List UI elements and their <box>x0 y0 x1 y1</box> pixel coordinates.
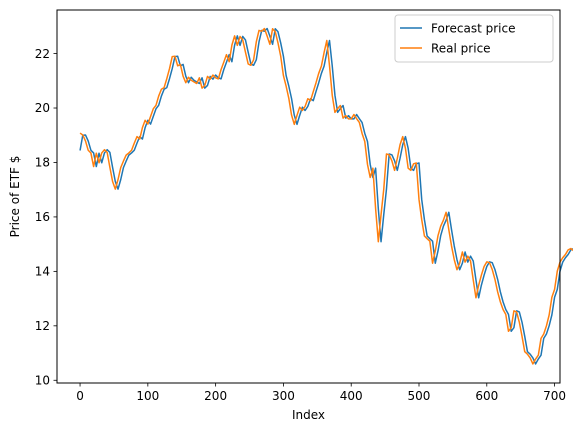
legend-box <box>394 14 554 63</box>
x-tick-label: 100 <box>136 389 159 403</box>
x-axis: 0 100 200 300 400 500 600 700 <box>76 383 566 403</box>
x-tick-label: 300 <box>272 389 295 403</box>
x-tick-label: 200 <box>204 389 227 403</box>
y-tick-label: 12 <box>35 319 50 333</box>
x-axis-title: Index <box>292 408 325 422</box>
legend: Forecast price Real price <box>394 14 554 63</box>
y-axis-title: Price of ETF $ <box>8 156 22 238</box>
y-tick-label: 14 <box>35 265 50 279</box>
legend-label-real: Real price <box>431 42 491 56</box>
x-tick-label: 700 <box>543 389 566 403</box>
series-line-forecast <box>79 27 573 365</box>
x-tick-label: 600 <box>475 389 498 403</box>
y-tick-label: 10 <box>35 373 50 387</box>
x-tick-label: 500 <box>408 389 431 403</box>
y-tick-label: 20 <box>35 101 50 115</box>
series-line-real <box>79 27 573 365</box>
plot-content <box>79 27 573 365</box>
plot-frame <box>56 9 561 384</box>
y-tick-label: 16 <box>35 210 50 224</box>
y-axis: 10 12 14 16 18 20 22 <box>35 47 57 387</box>
y-tick-label: 18 <box>35 156 50 170</box>
x-tick-label: 400 <box>340 389 363 403</box>
y-tick-label: 22 <box>35 47 50 61</box>
x-tick-label: 0 <box>76 389 84 403</box>
legend-label-forecast: Forecast price <box>431 22 515 36</box>
